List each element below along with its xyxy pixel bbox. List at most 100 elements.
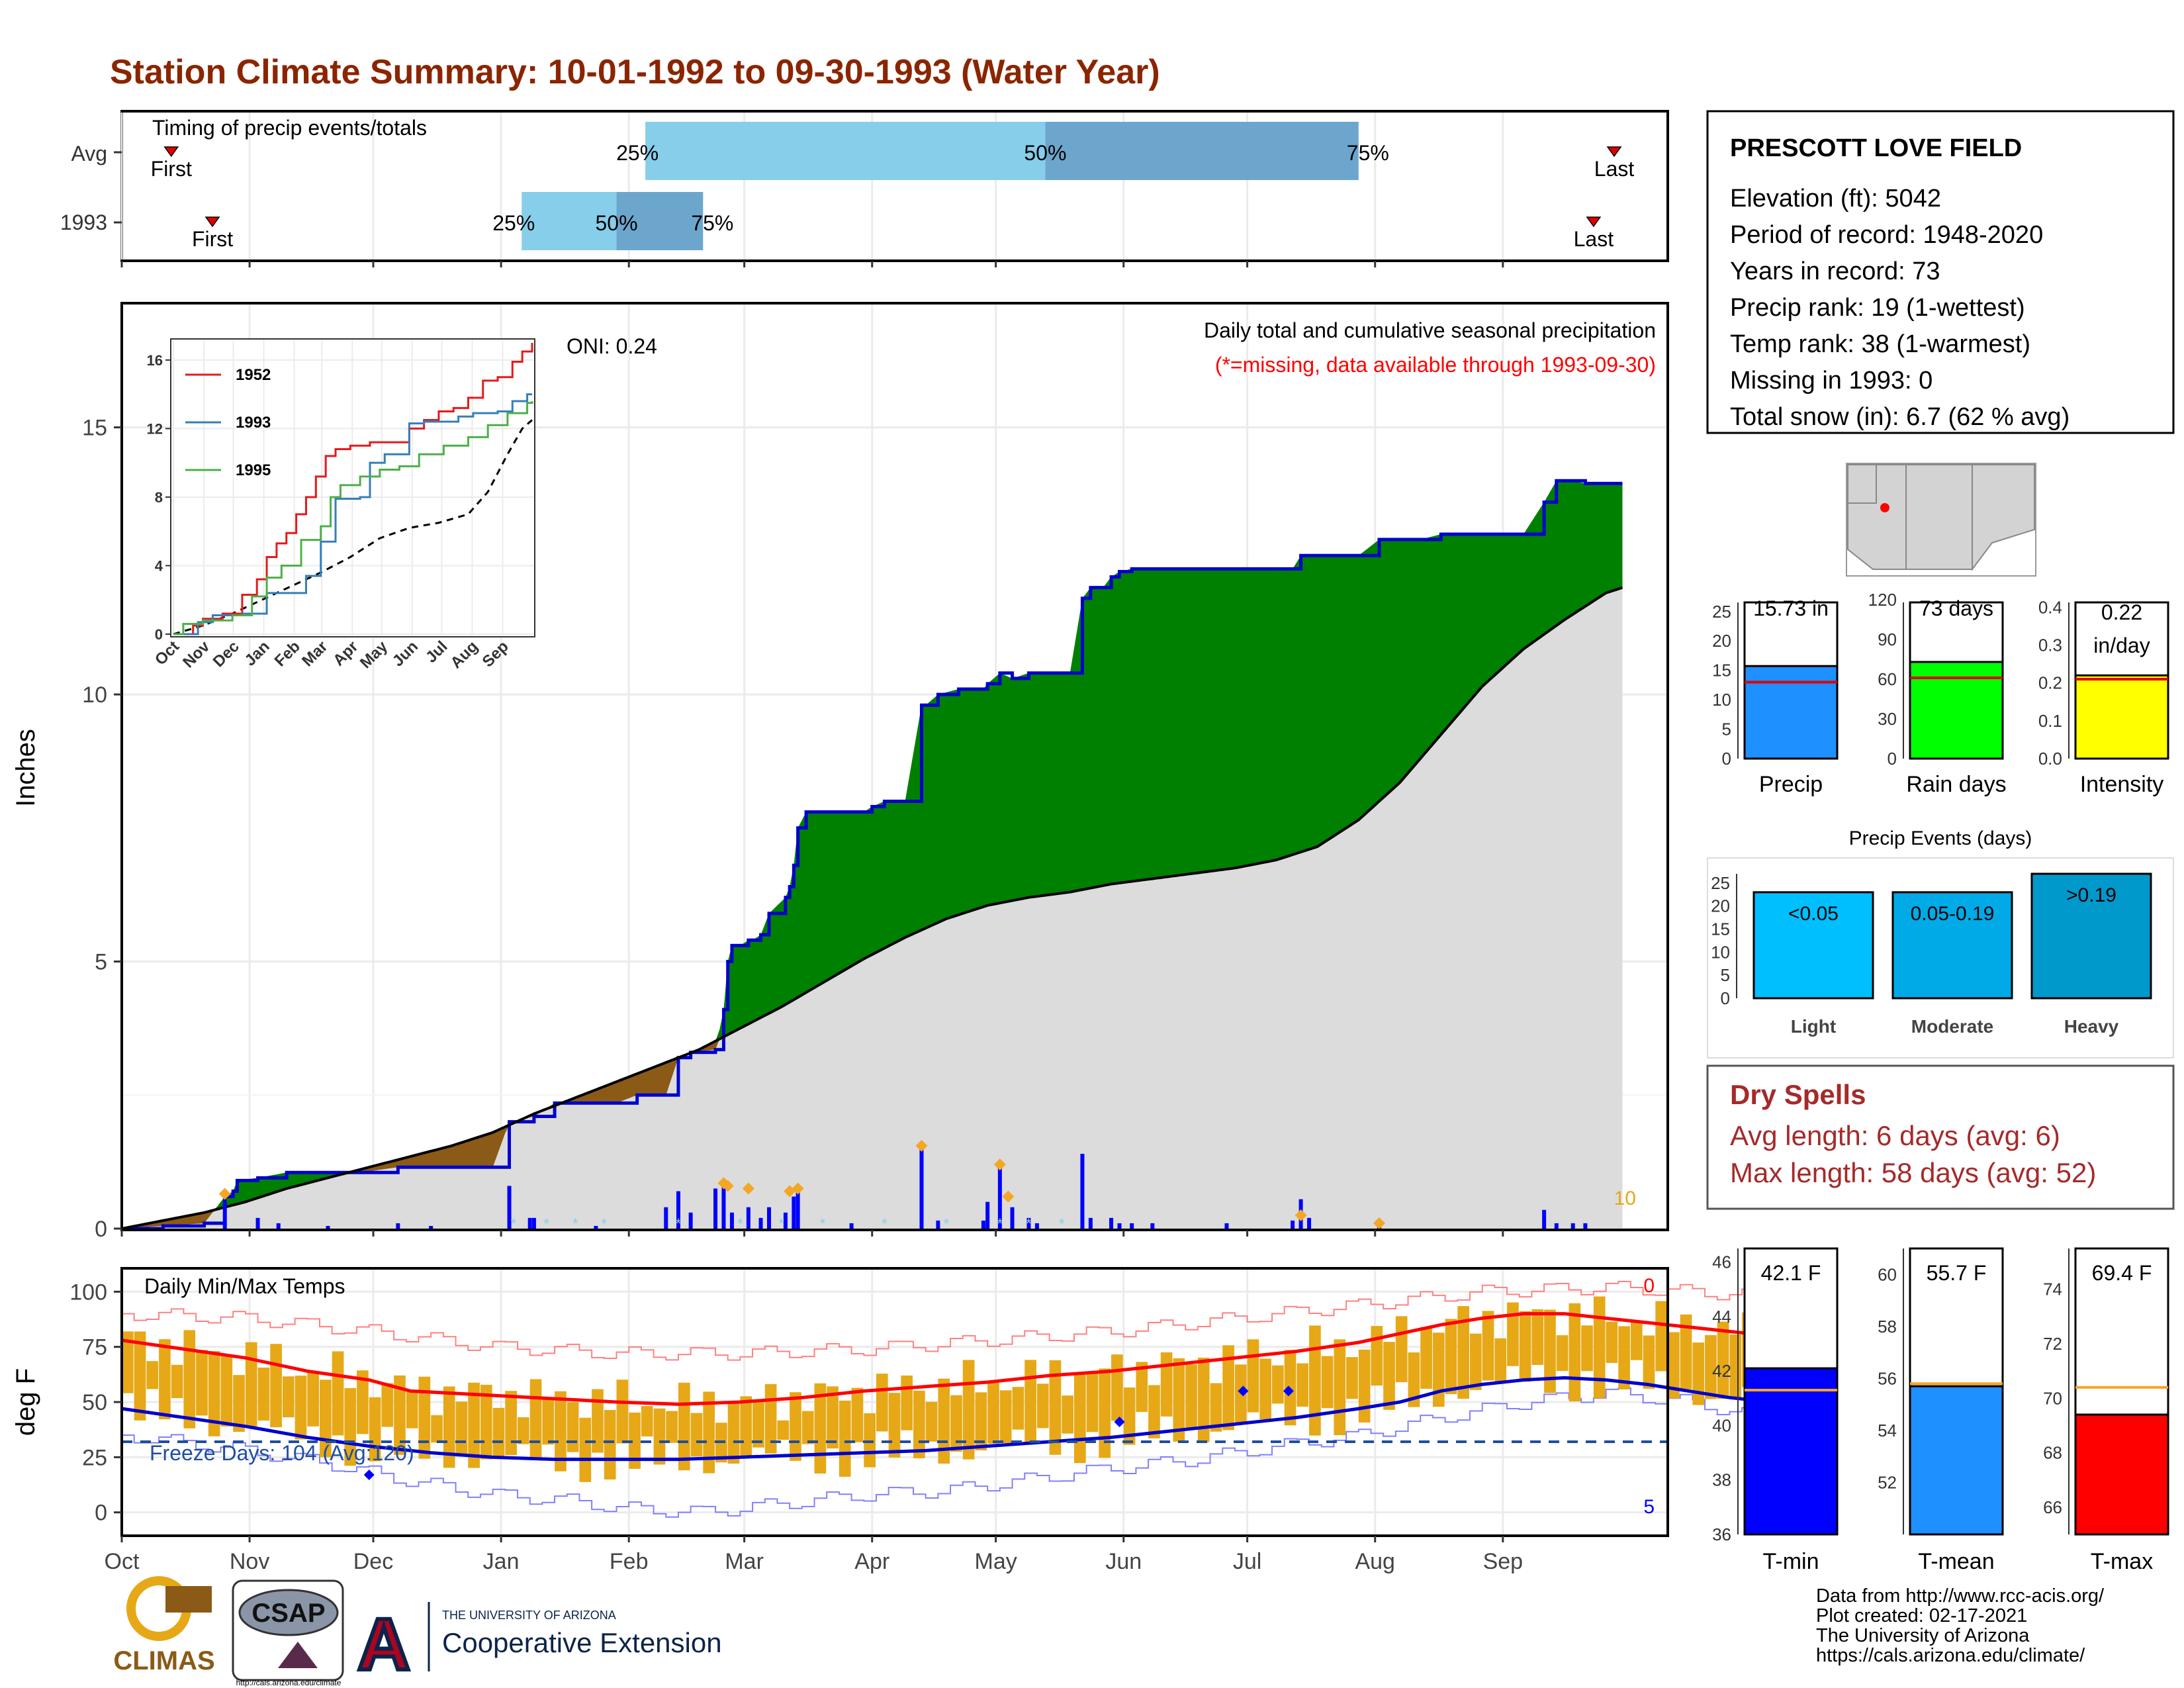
inset-y-tick-label: 16 — [147, 352, 163, 369]
ua-logo-big-text: Cooperative Extension — [442, 1627, 722, 1658]
temp-daily-range-bar — [1482, 1311, 1494, 1381]
precip-corner-count: 10 — [1614, 1188, 1636, 1209]
temp-bar-tick-label: 46 — [1712, 1252, 1731, 1272]
ua-logo-letter: A — [357, 1604, 410, 1685]
precip-daily-bar — [1583, 1223, 1588, 1229]
month-label: Mar — [725, 1549, 764, 1574]
events-tick-label: 20 — [1711, 896, 1730, 916]
timing-bar-50-75 — [616, 192, 704, 250]
temp-bar-tick-label: 44 — [1712, 1307, 1731, 1327]
timing-p25-label: 25% — [492, 211, 535, 235]
temp-avg-min-line — [121, 1376, 1813, 1462]
precip-snow-diamond — [721, 1180, 734, 1192]
station-info: PRESCOTT LOVE FIELD Elevation (ft): 5042… — [1706, 110, 2175, 434]
temp-daily-range-bar — [703, 1391, 715, 1474]
summary-bar-name: Intensity — [2080, 772, 2164, 797]
temp-daily-range-bar — [987, 1380, 999, 1444]
summary-bar-tick-label: 20 — [1712, 631, 1731, 651]
temp-bar-tick-label: 36 — [1712, 1524, 1731, 1544]
precip-daily-bar — [222, 1201, 227, 1229]
precip-areas — [121, 479, 1623, 1231]
temp-daily-range-bar — [592, 1389, 604, 1453]
precip-daily-bar — [981, 1220, 985, 1229]
temp-daily-range-bar — [270, 1344, 282, 1428]
precip-daily-bar — [746, 1207, 751, 1229]
temp-daily-range-bar — [604, 1410, 616, 1479]
temp-daily-range-bar — [1692, 1342, 1705, 1405]
temp-daily-range-bar — [1469, 1333, 1482, 1390]
precip-snow-symbol: * — [1059, 1215, 1065, 1232]
precip-daily-bar — [276, 1223, 281, 1229]
temp-bar — [1743, 1367, 1839, 1536]
precip-snow-diamond — [915, 1139, 928, 1152]
climas-logo: CLIMAS — [113, 1576, 215, 1675]
temp-daily-range-bar — [1383, 1342, 1395, 1410]
timing-first-marker — [163, 146, 179, 158]
summary-bar-value-unit: in/day — [2093, 633, 2150, 657]
temp-daily-range-bar — [1309, 1325, 1321, 1436]
temp-daily-range-bar — [1457, 1306, 1469, 1399]
station-lines: Elevation (ft): 5042 Period of record: 19… — [1730, 185, 2070, 431]
temp-daily-range-bar — [1148, 1385, 1160, 1438]
precip-snow-symbol: * — [820, 1215, 826, 1232]
temp-daily-range-bar — [913, 1390, 925, 1459]
temp-daily-range-bar — [975, 1392, 987, 1451]
precip-avg-area — [122, 587, 1623, 1229]
temp-daily-range-bar — [307, 1371, 320, 1427]
temp-daily-range-bar — [579, 1417, 592, 1482]
inset-legend-label: 1952 — [236, 366, 271, 384]
temp-daily-range-bar — [901, 1375, 913, 1430]
precip-daily-bar — [758, 1217, 763, 1229]
temp-daily-range-bar — [814, 1383, 827, 1474]
events-category-name: Light — [1791, 1016, 1836, 1037]
temp-y-tick-label: 50 — [82, 1390, 107, 1415]
temp-daily-range-bar — [1371, 1326, 1383, 1386]
timing-last-marker — [1606, 146, 1622, 158]
precip-chart-title: Daily total and cumulative seasonal prec… — [1204, 318, 1656, 342]
temp-daily-range-bar — [1445, 1319, 1457, 1395]
precip-daily-bar — [326, 1225, 330, 1229]
precip-daily-bar — [1554, 1223, 1559, 1229]
timing-panel: Timing of precip events/totals Avg 1993 … — [60, 110, 1669, 267]
station-location-marker — [1880, 503, 1889, 512]
precip-y-tick-label: 5 — [95, 950, 107, 975]
temp-bar-name: T-mean — [1918, 1549, 1994, 1574]
precip-snow-symbol: * — [1026, 1215, 1032, 1232]
month-label: Jul — [1233, 1549, 1261, 1574]
precip-daily-bar — [985, 1201, 990, 1229]
temp-daily-range-bar — [950, 1395, 962, 1452]
precip-daily-bar — [255, 1217, 260, 1229]
precip-snow-diamond — [1295, 1209, 1307, 1221]
precip-snow-diamond — [218, 1188, 231, 1200]
events-category-name: Heavy — [2064, 1016, 2119, 1037]
temp-y-ticks: 0 25 50 75 100 — [69, 1280, 122, 1526]
inset-y-tick-label: 8 — [155, 489, 163, 506]
footer-credits: Data from http://www.rcc-acis.org/Plot c… — [1816, 1585, 2105, 1666]
temp-daily-range-bar — [888, 1393, 901, 1458]
footer-credit-line: Plot created: 02-17-2021 — [1816, 1605, 2027, 1626]
temp-bar-tick-label: 66 — [2043, 1497, 2062, 1517]
precip-daily-bar — [1307, 1217, 1312, 1229]
temp-daily-range-bar — [1321, 1356, 1334, 1409]
month-label: Sep — [1483, 1549, 1524, 1574]
temp-daily-range-bar — [1519, 1311, 1531, 1382]
temp-daily-range-bar — [1346, 1357, 1358, 1399]
temp-daily-range-bar — [1297, 1363, 1309, 1407]
temp-bar-tick-label: 58 — [1878, 1317, 1897, 1336]
precip-daily-bar — [1034, 1223, 1039, 1229]
month-label: Feb — [610, 1549, 649, 1574]
dry-spells-avg: Avg length: 6 days (avg: 6) — [1730, 1120, 2060, 1151]
precip-snow-symbol: * — [882, 1215, 887, 1232]
timing-row-label-avg: Avg — [71, 142, 107, 165]
temp-daily-range-bar — [999, 1390, 1012, 1444]
footer-credit-line: The University of Arizona — [1816, 1625, 2030, 1646]
precip-snow-symbol: * — [511, 1215, 517, 1232]
summary-bar-tick-label: 0.1 — [2038, 711, 2062, 731]
month-label: Aug — [1355, 1549, 1395, 1574]
station-info-line: Temp rank: 38 (1-warmest) — [1730, 330, 2030, 358]
precip-daily-bar — [919, 1148, 924, 1229]
events-category-name: Moderate — [1911, 1016, 1993, 1037]
precip-snow-symbol: * — [778, 1215, 784, 1232]
temp-daily-range-bar — [876, 1374, 888, 1432]
